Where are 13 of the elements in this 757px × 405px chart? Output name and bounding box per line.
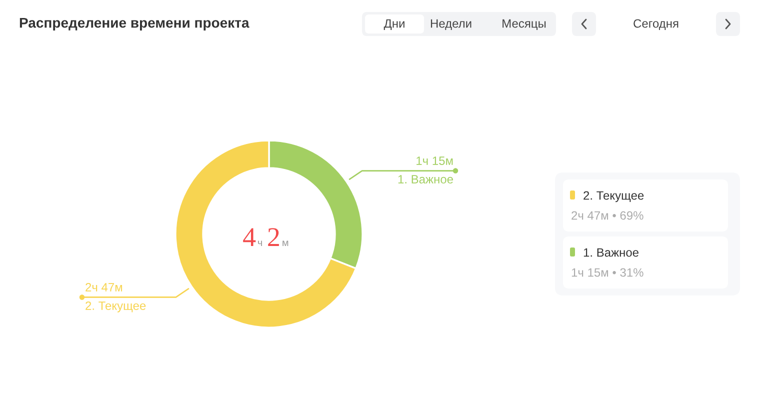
slice-label: 1. Важное [398,175,453,184]
text: Дни [384,19,404,30]
text: 1ч 15м [416,156,453,165]
text: Недели [430,19,472,30]
text: Месяцы [502,19,546,30]
legend-label: 1. Важное [584,248,638,257]
slice-label: 2. Текущее [86,301,146,312]
text: 2ч 47м • 69% [572,211,644,220]
legend-label: 2. Текущее [584,191,644,202]
text: 2ч 47м [86,282,122,292]
chart-title: Распределение времени проекта [20,18,250,31]
text: Сегодня [634,19,678,30]
text: 1ч 15м • 31% [572,268,644,277]
